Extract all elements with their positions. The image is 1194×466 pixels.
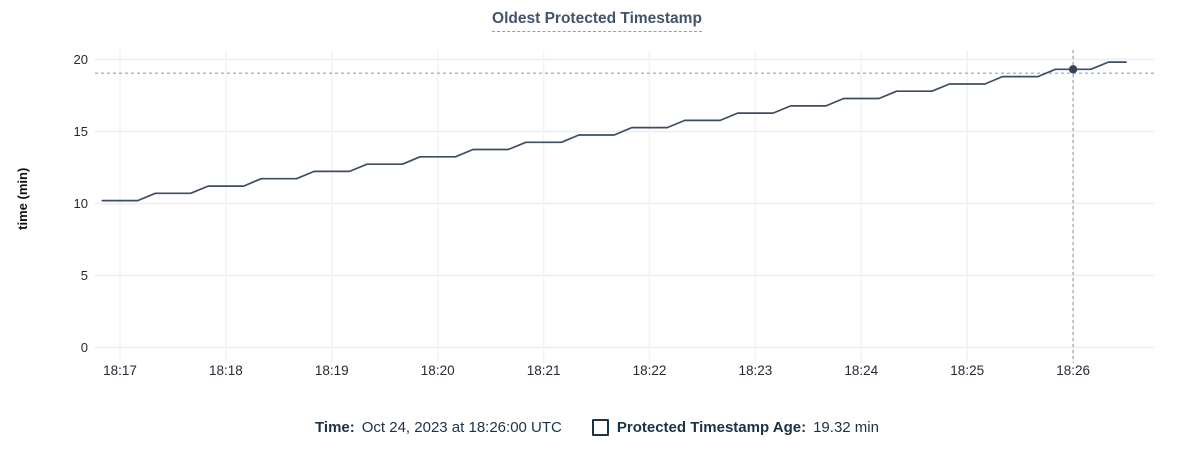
time-label: Time: xyxy=(315,419,355,436)
x-tick-label: 18:22 xyxy=(633,363,667,378)
series-label: Protected Timestamp Age: xyxy=(616,419,807,436)
series-line-protected-timestamp-age[interactable] xyxy=(101,61,1127,202)
legend-item-protected-timestamp-age[interactable]: Protected Timestamp Age: 19.32 min xyxy=(562,419,879,436)
x-tick-label: 18:17 xyxy=(103,363,137,378)
hover-point xyxy=(1068,65,1078,74)
y-tick-label: 15 xyxy=(74,124,88,139)
series-value: 19.32 min xyxy=(813,419,879,436)
x-tick-label: 18:20 xyxy=(421,363,455,378)
line-chart-canvas[interactable]: 0 5 10 15 20 18:17 18:18 18:19 18:20 18:21 18:22 18… xyxy=(0,0,1194,400)
x-tick-label: 18:26 xyxy=(1056,363,1090,378)
y-axis-title: time (min) xyxy=(15,168,30,230)
y-tick-label: 5 xyxy=(81,268,88,283)
x-tick-label: 18:23 xyxy=(739,363,773,378)
x-tick-label: 18:21 xyxy=(527,363,561,378)
x-tick-label: 18:18 xyxy=(209,363,243,378)
y-tick-label: 10 xyxy=(74,196,88,211)
chart-header: Oldest Protected Timestamp xyxy=(0,10,1194,32)
legend-checkbox-icon[interactable] xyxy=(591,419,609,436)
chart-title[interactable]: Oldest Protected Timestamp xyxy=(492,10,702,32)
x-tick-label: 18:24 xyxy=(844,363,878,378)
hover-legend: Time: Oct 24, 2023 at 18:26:00 UTC Prote… xyxy=(0,419,1194,436)
y-tick-label: 20 xyxy=(74,52,88,67)
x-tick-label: 18:19 xyxy=(315,363,349,378)
x-tick-label: 18:25 xyxy=(950,363,984,378)
time-value: Oct 24, 2023 at 18:26:00 UTC xyxy=(361,419,562,436)
y-tick-label: 0 xyxy=(81,340,88,355)
